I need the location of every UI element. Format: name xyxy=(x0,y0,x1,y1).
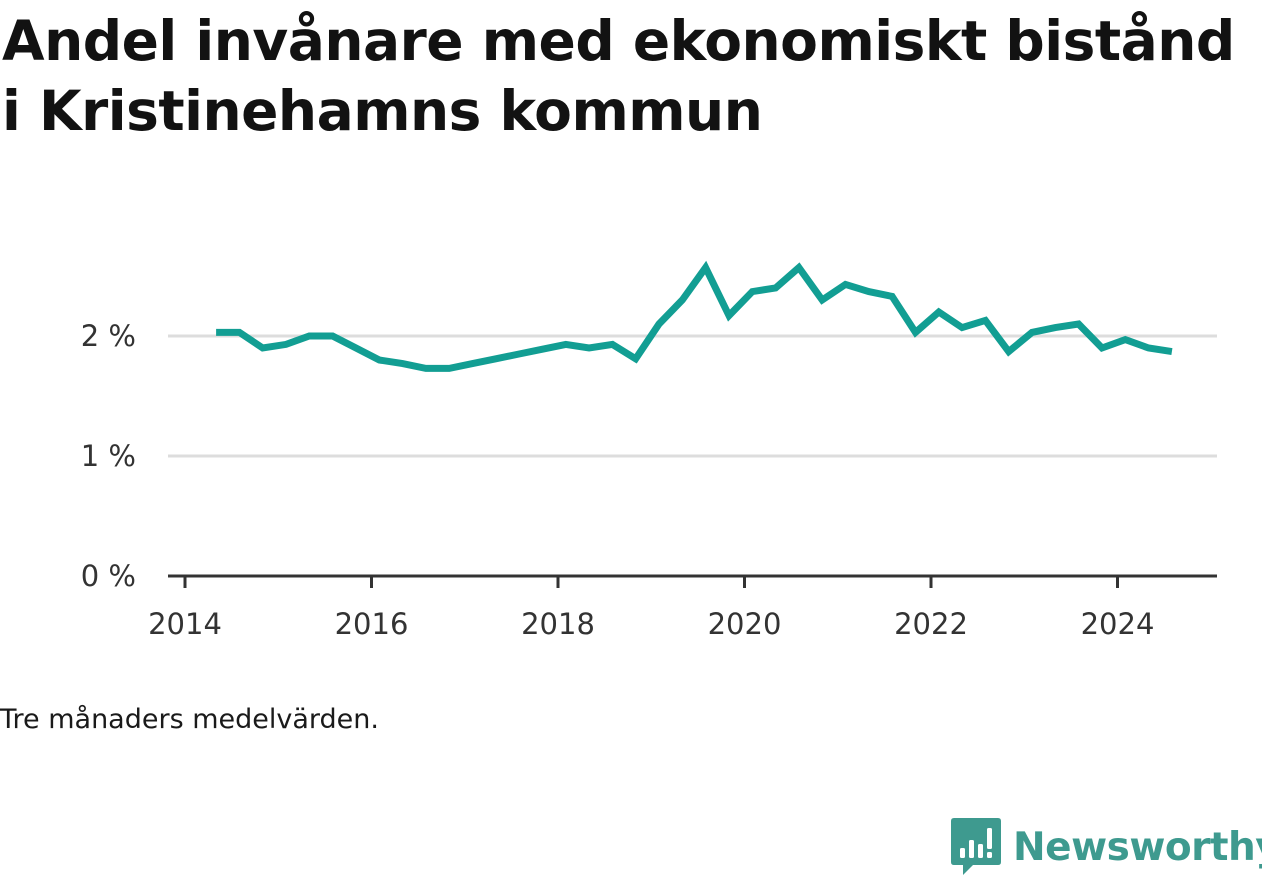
x-tick-label: 2014 xyxy=(148,607,222,641)
x-tick-label: 2024 xyxy=(1081,607,1155,641)
x-axis: 2014 2016 2018 2020 2022 2024 xyxy=(148,574,1217,641)
x-tick-label: 2020 xyxy=(708,607,782,641)
x-tick-label: 2018 xyxy=(521,607,595,641)
line-chart: 2014 2016 2018 2020 2022 2024 0 % 1 % 2 % xyxy=(81,260,1217,641)
y-tick-label: 0 % xyxy=(81,559,136,593)
chart-title: Andel invånare med ekonomiskt bistånd i … xyxy=(2,9,1235,143)
newsworthy-logo-icon xyxy=(951,818,1001,875)
y-tick-label: 1 % xyxy=(81,439,136,473)
chart-note: Tre månaders medelvärden. xyxy=(0,704,379,735)
brand-name: Newsworthy xyxy=(1013,824,1262,870)
x-tick-label: 2022 xyxy=(894,607,968,641)
brand-logo[interactable]: Newsworthy xyxy=(951,818,1262,876)
series-line-0 xyxy=(216,260,1173,372)
y-tick-label: 2 % xyxy=(81,319,136,353)
series-layer xyxy=(216,260,1173,372)
y-axis-labels: 0 % 1 % 2 % xyxy=(81,319,136,593)
gridlines xyxy=(168,334,1217,458)
x-tick-label: 2016 xyxy=(335,607,409,641)
